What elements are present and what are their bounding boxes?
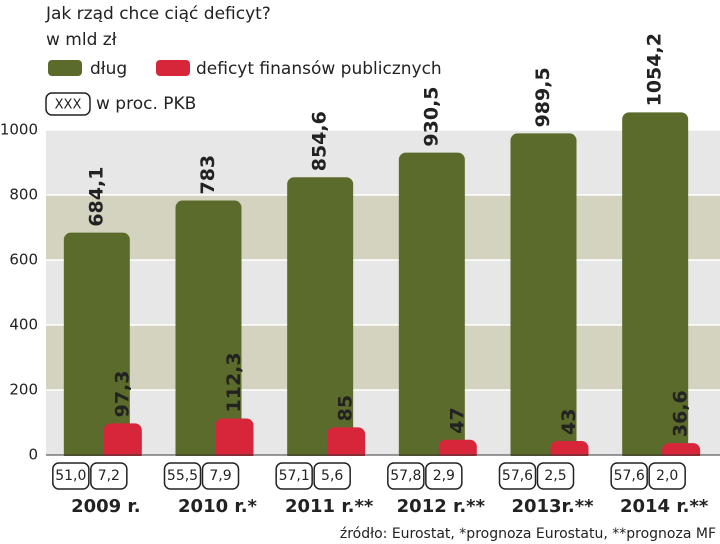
legend-label: deficyt finansów publicznych: [196, 59, 442, 79]
pkb-label: 55,5: [167, 468, 198, 484]
value-label: 989,5: [532, 67, 554, 127]
y-tick-label: 600: [9, 251, 38, 269]
y-tick-label: 0: [28, 446, 38, 464]
value-label: 36,6: [670, 390, 692, 437]
pkb-key: XXX: [55, 98, 82, 113]
legend-swatch: [156, 60, 190, 76]
x-tick-label: 2011 r.**: [285, 496, 374, 517]
pkb-label: 57,6: [614, 468, 645, 484]
pkb-box: [90, 462, 128, 490]
value-label: 97,3: [111, 370, 133, 417]
pkb-box: [201, 462, 240, 490]
bar: [103, 423, 142, 461]
pkb-label: 57,1: [279, 468, 310, 484]
pkb-box: [498, 462, 537, 490]
pkb-box: [275, 462, 313, 490]
plot-band: [46, 260, 720, 325]
source: źródło: Eurostat, *prognoza Eurostatu, *…: [340, 526, 716, 542]
chart-title: Jak rząd chce ciąć deficyt?: [45, 4, 271, 24]
axis-cover: [384, 456, 497, 462]
value-label: 1054,2: [644, 33, 666, 106]
y-tick-label: 400: [9, 316, 38, 334]
pkb-box: [313, 462, 351, 490]
y-tick-label: 800: [9, 186, 38, 204]
axis-cover: [273, 456, 386, 462]
bar: [327, 427, 366, 461]
legend-swatch: [48, 60, 82, 76]
pkb-label: 5,6: [321, 468, 343, 484]
pkb-label: 2,0: [656, 468, 678, 484]
pkb-label: 7,2: [98, 468, 120, 484]
pkb-note: w proc. PKB: [96, 94, 196, 114]
axis-cover: [496, 456, 609, 462]
x-tick-label: 2012 r.**: [397, 496, 486, 517]
value-label: 930,5: [420, 86, 442, 146]
axis-cover: [608, 456, 720, 462]
bar: [175, 200, 242, 461]
bar: [622, 112, 689, 461]
y-tick-label: 1000: [0, 121, 38, 139]
value-label: 43: [558, 409, 580, 435]
pkb-box: [163, 462, 202, 490]
plot-band: [46, 325, 720, 390]
x-tick-label: 2014 r.**: [620, 496, 709, 517]
value-label: 684,1: [85, 167, 107, 227]
pkb-box: [425, 462, 463, 490]
value-label: 783: [197, 155, 219, 195]
pkb-label: 7,9: [209, 468, 231, 484]
bar: [287, 177, 354, 461]
value-label: 112,3: [223, 352, 245, 412]
bar: [398, 152, 465, 461]
x-tick-label: 2010 r.*: [178, 496, 258, 517]
pkb-label: 2,5: [544, 468, 566, 484]
axis-cover: [161, 456, 274, 462]
x-tick-label: 2013r.**: [511, 496, 594, 517]
bar: [510, 133, 577, 461]
plot-band: [46, 195, 720, 260]
plot-band: [46, 390, 720, 455]
pkb-label: 51,0: [55, 468, 86, 484]
pkb-box: [52, 462, 90, 490]
pkb-label: 57,8: [390, 468, 421, 484]
plot: 0 200 400 600 800 1000 684,1 97,3 51,0 7,2 2009 r.…: [0, 33, 720, 517]
plot-band: [46, 130, 720, 195]
pkb-box: [536, 462, 575, 490]
pkb-box: [610, 462, 648, 490]
pkb-key-box: [45, 92, 91, 116]
x-tick-label: 2009 r.: [71, 496, 141, 517]
pkb-box: [648, 462, 686, 490]
y-tick-label: 200: [9, 381, 38, 399]
pkb-label: 57,6: [502, 468, 533, 484]
value-label: 47: [446, 407, 468, 433]
pkb-label: 2,9: [433, 468, 455, 484]
axis-cover: [49, 456, 162, 462]
bar: [215, 418, 254, 461]
legend-label: dług: [90, 59, 127, 79]
chart-subtitle: w mld zł: [46, 30, 117, 50]
bar: [63, 232, 130, 461]
value-label: 854,6: [309, 111, 331, 171]
bar: [438, 439, 477, 461]
value-label: 85: [335, 395, 357, 421]
pkb-box: [387, 462, 425, 490]
